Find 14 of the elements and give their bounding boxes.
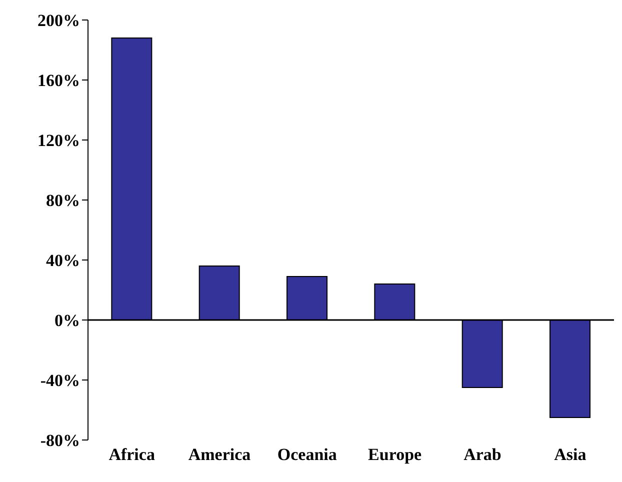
x-tick-label: Oceania xyxy=(277,445,338,464)
y-tick-label: 80% xyxy=(46,191,80,210)
x-tick-label: Africa xyxy=(108,445,156,464)
y-tick-label: 160% xyxy=(38,71,80,90)
y-tick-label: 40% xyxy=(46,251,80,270)
y-tick-label: 200% xyxy=(38,11,80,30)
x-tick-label: Europe xyxy=(368,445,422,464)
y-tick-label: 120% xyxy=(38,131,80,150)
y-tick-label: -40% xyxy=(40,371,80,390)
y-tick-label: 0% xyxy=(54,311,80,330)
x-tick-label: Asia xyxy=(554,445,587,464)
x-tick-label: Arab xyxy=(464,445,502,464)
y-tick-label: -80% xyxy=(40,431,80,450)
x-tick-label: America xyxy=(188,445,252,464)
